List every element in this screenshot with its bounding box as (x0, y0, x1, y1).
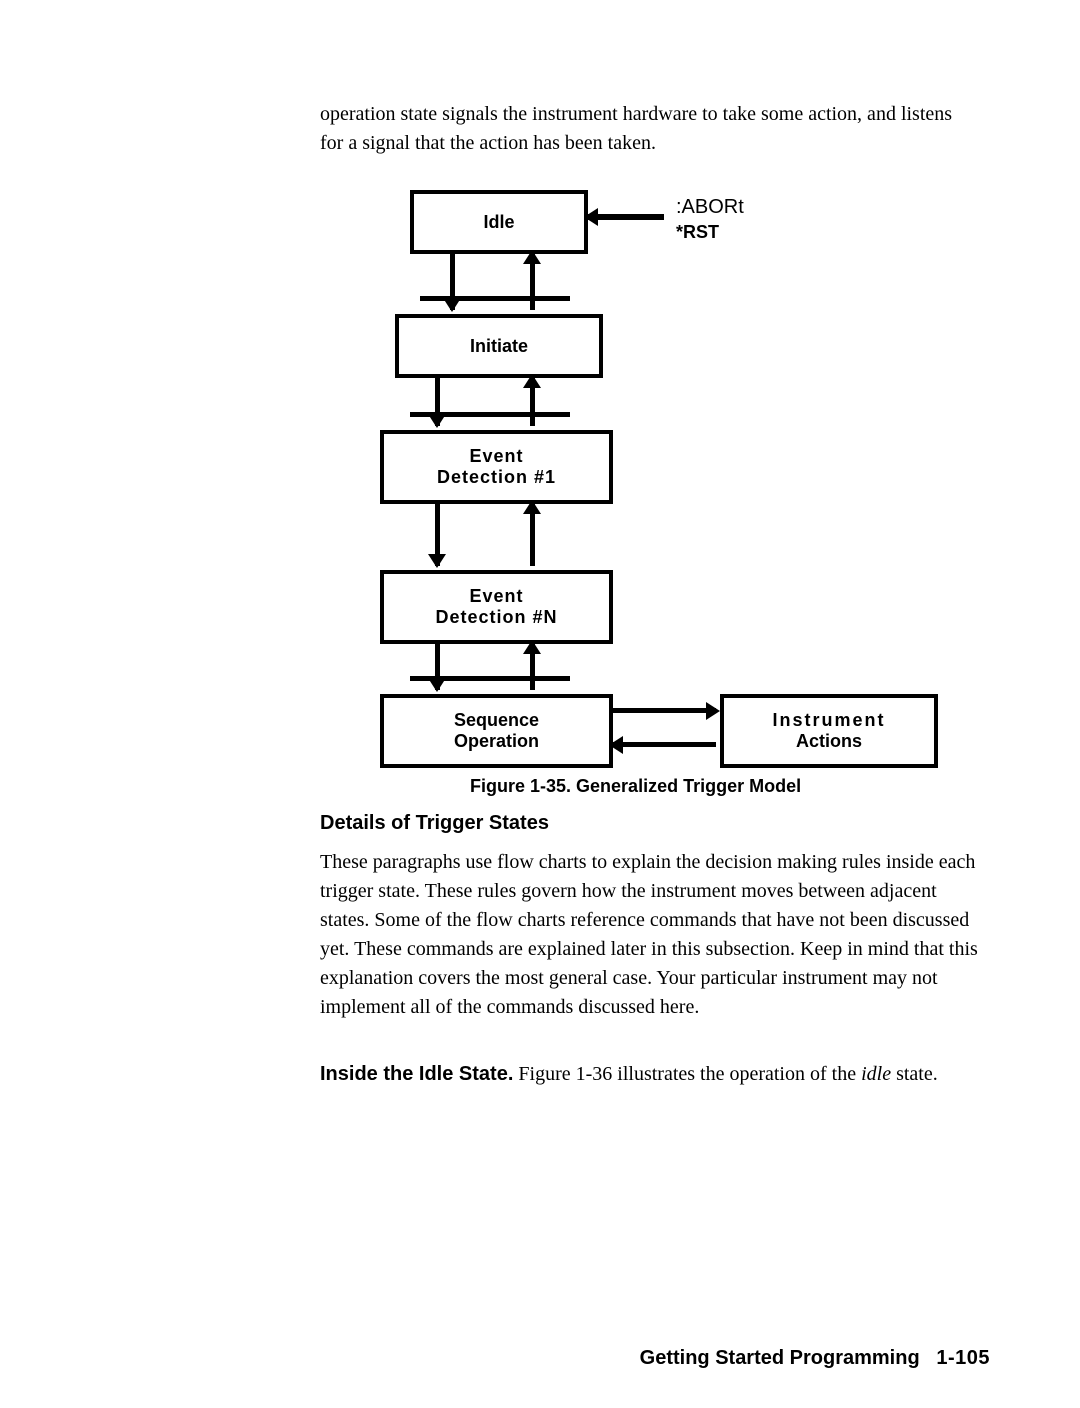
abort-label-1: :ABORt (676, 196, 744, 219)
node-idle: Idle (410, 190, 588, 254)
node-instr-line1: Instrument (772, 710, 885, 731)
node-event-detection-n: Event Detection #N (380, 570, 613, 644)
trigger-model-diagram: Idle :ABORt *RST Initiate Event Detectio… (0, 0, 1080, 800)
node-event1-line2: Detection #1 (437, 467, 556, 488)
node-initiate: Initiate (395, 314, 603, 378)
inside-idle-paragraph: Inside the Idle State. Figure 1-36 illus… (320, 1060, 938, 1089)
arrowhead-initiate-idle-up (523, 250, 541, 264)
node-initiate-label: Initiate (470, 336, 528, 357)
arrowhead-ev1-init-up (523, 374, 541, 388)
edge-instr-seq-bottom (609, 742, 716, 747)
details-paragraph: These paragraphs use flow charts to expl… (320, 848, 980, 1022)
inside-idle-rest-b: state. (891, 1063, 938, 1085)
node-sequence-operation: Sequence Operation (380, 694, 613, 768)
arrowhead-abort-to-idle (584, 208, 598, 226)
arrowhead-instr-seq-bottom (609, 736, 623, 754)
node-eventN-line1: Event (469, 586, 523, 607)
inside-idle-italic: idle (861, 1063, 891, 1085)
node-instrument-actions: Instrument Actions (720, 694, 938, 768)
node-idle-label: Idle (483, 212, 514, 233)
node-seq-line1: Sequence (454, 710, 539, 731)
arrowhead-ev1-evN-down (428, 554, 446, 568)
node-eventN-line2: Detection #N (435, 607, 557, 628)
edge-evN-seq-bar (410, 676, 570, 681)
node-event-detection-1: Event Detection #1 (380, 430, 613, 504)
node-seq-line2: Operation (454, 731, 539, 752)
figure-caption-bold: Figure 1-35. (470, 776, 571, 796)
inside-idle-rest-a: Figure 1-36 illustrates the operation of… (513, 1063, 861, 1085)
edge-idle-initiate-bar (420, 296, 570, 301)
arrowhead-seq-evN-up (523, 640, 541, 654)
footer: Getting Started Programming 1-105 (640, 1347, 990, 1370)
figure-caption-rest: Generalized Trigger Model (571, 776, 801, 796)
node-event1-line1: Event (469, 446, 523, 467)
page: operation state signals the instrument h… (0, 0, 1080, 1408)
node-instr-line2: Actions (796, 731, 862, 752)
section-heading: Details of Trigger States (320, 812, 549, 835)
footer-text: Getting Started Programming (640, 1347, 920, 1369)
edge-init-ev1-bar (410, 412, 570, 417)
arrowhead-seq-instr-top (706, 702, 720, 720)
figure-caption: Figure 1-35. Generalized Trigger Model (470, 776, 801, 797)
abort-label-2: *RST (676, 222, 719, 243)
inside-idle-bold: Inside the Idle State. (320, 1063, 513, 1085)
edge-seq-instr-top (609, 708, 716, 713)
arrowhead-evN-ev1-up (523, 500, 541, 514)
footer-page-number: 1-105 (936, 1347, 990, 1369)
